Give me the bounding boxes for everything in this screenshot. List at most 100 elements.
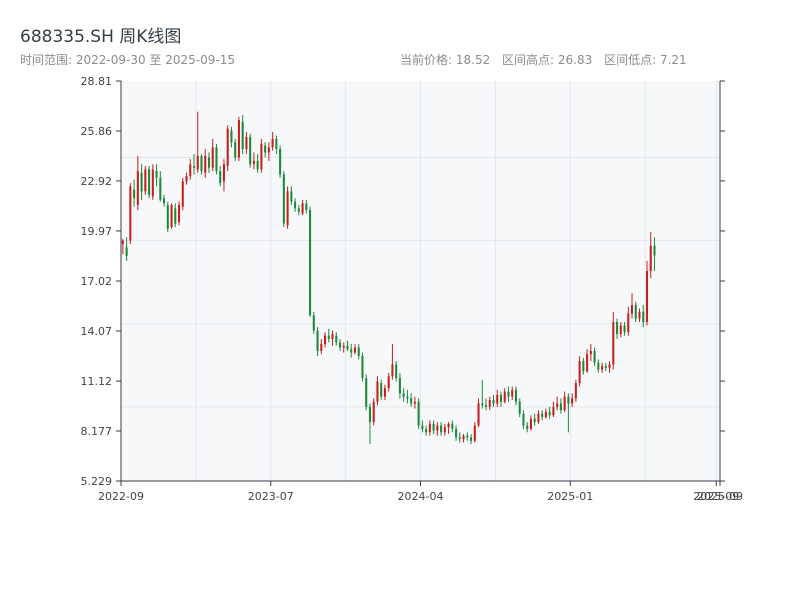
y-tick-label: 17.02: [81, 275, 113, 288]
up-candle: [503, 388, 506, 404]
candle-body: [619, 325, 622, 334]
down-candle: [140, 164, 143, 200]
up-candle: [556, 396, 559, 411]
up-candle: [578, 355, 581, 387]
down-candle: [305, 199, 308, 214]
down-candle: [264, 142, 267, 158]
up-candle: [612, 311, 615, 370]
up-candle: [189, 159, 192, 180]
up-candle: [267, 142, 270, 161]
up-candle: [428, 420, 431, 436]
candle-body: [260, 143, 263, 170]
candle-body: [376, 381, 379, 402]
candle-body: [541, 413, 544, 418]
candle-body: [586, 354, 589, 372]
candle-body: [301, 203, 304, 214]
down-candle: [327, 328, 330, 343]
up-candle: [511, 386, 514, 401]
down-candle: [279, 145, 282, 178]
down-candle: [309, 206, 312, 317]
candle-body: [200, 155, 203, 172]
up-candle: [170, 203, 173, 229]
up-candle: [136, 155, 139, 211]
candle-body: [645, 271, 649, 323]
candle-body: [466, 435, 469, 438]
candle-body: [271, 138, 274, 148]
candle-body: [458, 437, 461, 440]
candle-body: [129, 186, 132, 241]
down-candle: [346, 340, 349, 351]
up-candle: [121, 238, 124, 255]
up-candle: [552, 401, 555, 418]
down-candle: [249, 133, 252, 168]
y-axis-ticks: 5.229 8.177 11.12 14.07 17.02 19.97 22.92 25.86…: [81, 75, 725, 488]
candle-body: [144, 169, 147, 192]
down-candle: [440, 422, 443, 436]
down-candle: [526, 422, 529, 433]
candle-body: [563, 396, 566, 411]
up-candle: [222, 159, 225, 192]
down-candle: [335, 332, 338, 346]
down-candle: [398, 372, 401, 399]
candle-body: [634, 305, 637, 319]
candle-body: [357, 347, 360, 356]
up-candle: [391, 344, 394, 380]
candle-body: [368, 406, 371, 423]
down-candle: [230, 126, 233, 148]
candle-body: [503, 391, 506, 402]
up-candle: [443, 423, 446, 436]
candle-body: [402, 393, 405, 397]
candle-body: [544, 411, 547, 418]
up-candle: [204, 149, 207, 178]
up-candle: [387, 372, 390, 392]
candle-body: [593, 350, 596, 363]
down-candle: [653, 237, 656, 272]
candle-body: [556, 403, 559, 407]
candle-body: [616, 322, 619, 334]
down-candle: [148, 165, 151, 199]
x-tick-label: 2022-09: [98, 490, 144, 503]
candle-body: [181, 181, 184, 207]
candle-body: [290, 191, 293, 202]
candle-body: [286, 191, 289, 226]
down-candle: [316, 327, 319, 356]
down-candle: [297, 204, 300, 216]
candle-body: [391, 364, 394, 377]
candle-body: [492, 400, 495, 404]
candle-body: [440, 425, 443, 433]
up-candle: [586, 349, 589, 373]
down-candle: [481, 379, 484, 409]
candle-body: [612, 322, 615, 365]
candle-body: [245, 137, 248, 150]
candle-body: [170, 204, 173, 228]
candle-body: [398, 378, 401, 394]
candle-body: [125, 247, 128, 256]
candle-body: [627, 313, 630, 333]
up-candle: [608, 361, 611, 373]
candle-body: [342, 345, 345, 348]
down-candle: [200, 154, 203, 175]
down-candle: [597, 359, 600, 373]
up-candle: [129, 182, 132, 245]
candle-body: [215, 147, 218, 172]
candle-body: [305, 203, 308, 211]
candle-body: [642, 311, 645, 323]
candle-body: [481, 403, 484, 406]
y-tick-label: 11.12: [81, 375, 113, 388]
candle-body: [514, 389, 517, 402]
candle-body: [477, 403, 480, 426]
candle-body: [507, 391, 510, 397]
down-candle: [410, 393, 413, 407]
candle-body: [451, 423, 454, 429]
candle-body: [327, 335, 330, 340]
up-candle: [649, 232, 652, 278]
current-price-label: 当前价格: 18.52: [400, 53, 491, 67]
candle-body: [410, 398, 413, 404]
candle-body: [264, 145, 267, 153]
candle-body: [470, 437, 473, 441]
down-candle: [451, 420, 454, 433]
down-candle: [499, 391, 503, 407]
up-candle: [496, 389, 499, 407]
candle-body: [649, 245, 652, 272]
up-candle: [488, 396, 491, 411]
